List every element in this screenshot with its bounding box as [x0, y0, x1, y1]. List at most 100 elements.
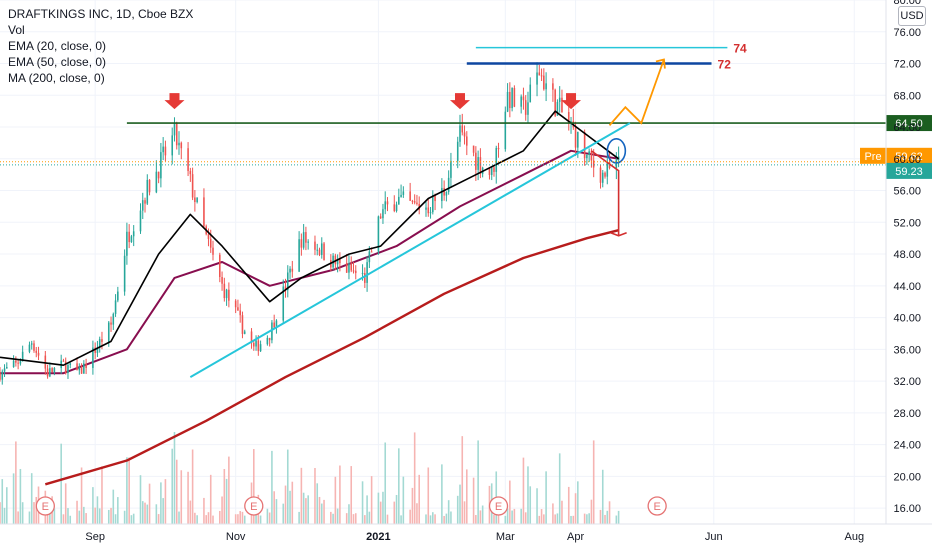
candle-body [529, 84, 532, 103]
price-badge [886, 147, 932, 164]
candle-body [586, 154, 588, 159]
candle-body [395, 204, 398, 211]
volume-bar [191, 449, 194, 524]
candle-body [400, 194, 402, 197]
candle-body [139, 210, 142, 232]
volume-bar [318, 496, 321, 524]
earnings-event-icon[interactable] [35, 496, 55, 516]
candle-body [384, 201, 387, 210]
candle-body [291, 268, 294, 272]
candle-body [171, 135, 174, 156]
candle-body [17, 362, 19, 364]
volume-bar [180, 470, 183, 524]
candle-body [49, 368, 51, 377]
candle-body [604, 172, 606, 177]
candle-body [155, 171, 158, 193]
ma200-line [44, 229, 619, 486]
volume-bar [540, 509, 543, 524]
volume-bar [447, 500, 450, 524]
legend-ma200[interactable]: MA (200, close, 0) [8, 71, 105, 85]
price-tick-label: 80.00 [893, 0, 921, 7]
volume-bar [76, 500, 78, 524]
candle-body [509, 91, 511, 109]
candle-body [506, 91, 509, 112]
candle-body [33, 343, 35, 351]
volume-bar [398, 448, 400, 524]
volume-bar [123, 510, 126, 524]
candle-body [318, 249, 321, 255]
volume-bar [459, 484, 461, 524]
price-tick-label: 72.00 [893, 59, 921, 71]
volume-bar [606, 510, 609, 524]
candle-body [178, 142, 180, 146]
candle-body [477, 157, 479, 170]
candle-body [164, 146, 167, 156]
candle-body [434, 194, 436, 202]
legend-ema50[interactable]: EMA (50, close, 0) [8, 55, 107, 69]
candle-body [44, 355, 47, 369]
volume-bar [323, 499, 325, 524]
price-axis[interactable]: 16.00 20.00 24.00 28.00 32.00 36.00 40.00 44.00… [885, 0, 921, 524]
candle-body [348, 263, 350, 273]
volume-bar [49, 510, 51, 524]
candle-body [212, 247, 214, 255]
level-badge-label: 64.50 [895, 118, 923, 130]
price-tick-label: 32.00 [893, 376, 921, 388]
candle-body [123, 255, 126, 292]
volume-bar [205, 515, 207, 524]
volume-bar [67, 508, 69, 524]
candle-body [456, 141, 459, 161]
volume-bar [160, 482, 162, 524]
volume-bar [128, 457, 130, 524]
candle-body [320, 243, 323, 255]
candle-body [241, 315, 244, 334]
legend-vol[interactable]: Vol [8, 23, 25, 37]
candle-body [552, 83, 554, 90]
candle-body [62, 360, 65, 362]
volume-bar [144, 502, 146, 524]
candle-body [209, 238, 212, 248]
candle-body [511, 88, 513, 109]
bear-scenario-arrowhead [610, 232, 627, 237]
volume-bar [364, 515, 366, 524]
level-label: 72 [718, 58, 732, 72]
volume-bar [434, 514, 436, 524]
currency-button[interactable]: USD [898, 6, 926, 26]
volume-bar [94, 507, 96, 524]
candle-body [78, 367, 81, 371]
earnings-event-label: E [250, 501, 257, 513]
earnings-event-icon[interactable] [647, 496, 667, 516]
volume-bar [221, 496, 223, 524]
volume-bar [450, 511, 452, 524]
candle-body [157, 171, 160, 179]
volume-bar [237, 514, 239, 524]
volume-bar [141, 501, 144, 524]
candle-body [259, 344, 262, 352]
candle-body [461, 125, 464, 133]
time-tick-label: Nov [226, 531, 246, 543]
candle-body [225, 289, 228, 299]
volume-bar [273, 491, 275, 524]
volume-bar [320, 503, 323, 524]
candle-body [558, 97, 561, 102]
candle-body [96, 347, 99, 353]
time-axis[interactable]: Sep Nov 2021 Mar Apr Jun Aug [0, 523, 932, 543]
candle-body [19, 361, 22, 364]
candle-body [160, 152, 162, 179]
price-badge [886, 162, 932, 179]
price-tick-label: 48.00 [893, 249, 921, 261]
candle-body [366, 262, 368, 283]
candle-body [94, 347, 96, 353]
candle-body [493, 167, 495, 172]
earnings-event-icon[interactable] [244, 496, 264, 516]
candle-body [615, 159, 618, 168]
earnings-event-icon[interactable] [488, 496, 509, 516]
legend-ema20[interactable]: EMA (20, close, 0) [8, 39, 107, 53]
volume-bar [203, 497, 205, 524]
symbol-title[interactable]: DRAFTKINGS INC, 1D, Cboe BZX [8, 7, 194, 21]
volume-bar [117, 497, 119, 524]
candle-body [207, 234, 210, 239]
